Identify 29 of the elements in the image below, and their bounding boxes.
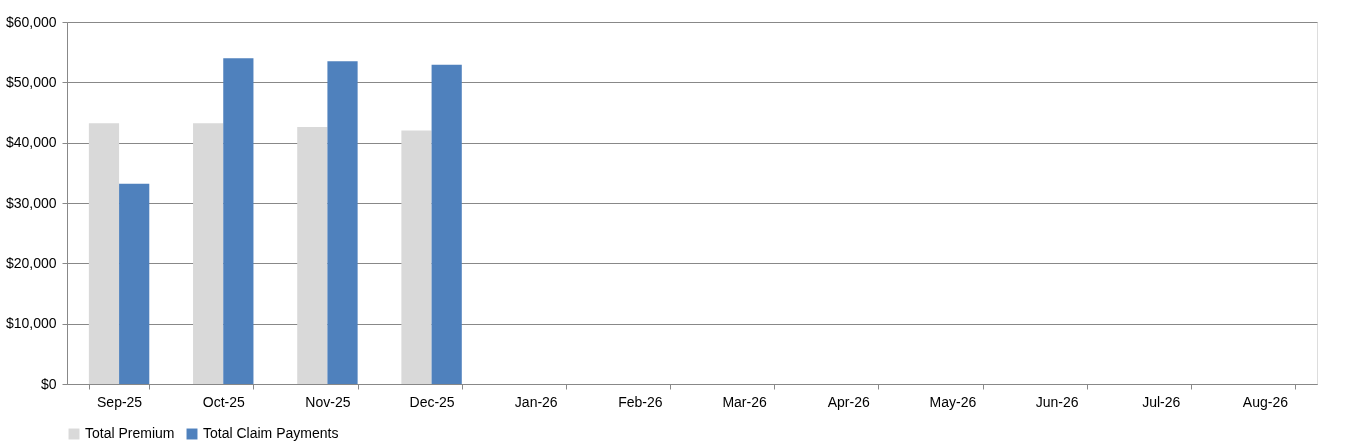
y-tick-label: $10,000 <box>5 315 57 332</box>
y-tick-label: $20,000 <box>5 254 57 271</box>
x-tick-label: Aug-26 <box>1242 393 1289 410</box>
bar <box>431 64 462 384</box>
x-tick-label: Jan-26 <box>514 393 558 410</box>
y-tick-label: $60,000 <box>5 13 57 30</box>
legend-label: Total Premium <box>85 425 175 441</box>
x-tick-label: Nov-25 <box>305 393 351 410</box>
bar <box>193 123 224 384</box>
x-tick-label: Apr-26 <box>827 393 870 410</box>
x-tick-label: Jun-26 <box>1035 393 1079 410</box>
x-tick-label: Mar-26 <box>722 393 767 410</box>
x-tick-label: Oct-25 <box>202 393 245 410</box>
y-tick-label: $40,000 <box>5 134 57 151</box>
bar <box>297 126 328 384</box>
y-tick-label: $0 <box>40 375 57 392</box>
bar <box>327 61 358 384</box>
bar <box>88 123 120 384</box>
bar <box>401 130 432 384</box>
x-tick-label: Jul-26 <box>1142 393 1181 410</box>
x-tick-label: May-26 <box>929 393 977 410</box>
x-tick-label: Sep-25 <box>97 393 143 410</box>
bar <box>119 183 150 384</box>
legend-label: Total Claim Payments <box>203 425 339 441</box>
x-tick-label: Dec-25 <box>409 393 455 410</box>
x-tick-label: Feb-26 <box>618 393 663 410</box>
bar <box>223 58 254 384</box>
y-tick-label: $30,000 <box>5 194 57 211</box>
y-tick-label: $50,000 <box>5 73 57 90</box>
